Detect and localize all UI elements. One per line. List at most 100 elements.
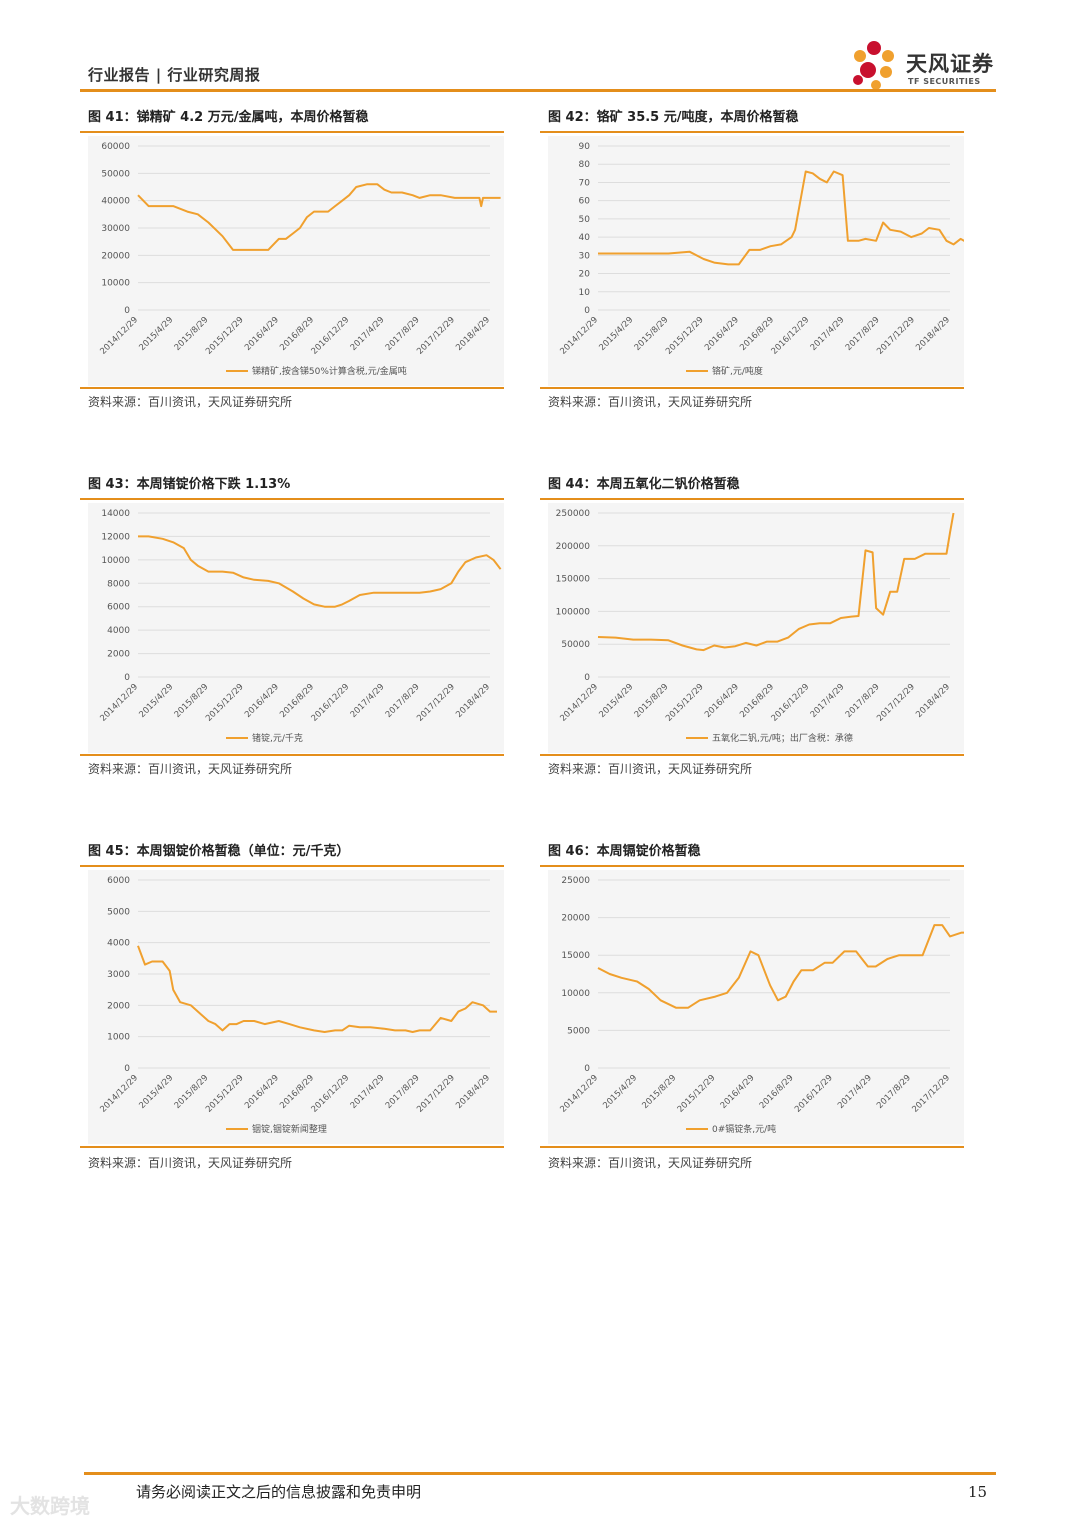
page-number: 15 [968,1483,988,1501]
title-rule [540,865,964,867]
chart-area: 0 2000 4000 6000 8000 10000 12000 14000 2014/12/… [88,503,504,753]
x-tick-label: 2017/8/29 [384,1073,422,1111]
x-tick-label: 2017/4/29 [349,315,387,353]
y-tick-label: 8000 [107,579,130,589]
chart-area: 0 50000 100000 150000 200000 250000 2014/12/29… [548,503,964,753]
x-tick-label: 2017/4/29 [809,682,847,720]
y-tick-label: 20000 [101,251,130,261]
y-tick-label: 10000 [561,989,590,999]
x-tick-label: 2017/4/29 [349,1073,387,1111]
y-tick-label: 30 [579,251,591,261]
series-line [597,924,964,1009]
y-tick-label: 15000 [561,951,590,961]
chart-area: 0 1000 2000 3000 4000 5000 6000 2014/12/29 2015/… [88,870,504,1144]
x-tick-label: 2017/8/29 [384,315,422,353]
x-tick-label: 2016/12/29 [310,315,352,357]
chart-area: 0 10000 20000 30000 40000 50000 60000 2014/12/2… [88,136,504,386]
legend-label: 0#镉锭条,元/吨 [712,1123,776,1135]
chart-42-svg: 01020304050607080902014/12/292015/4/2920… [558,142,964,377]
header-rule [80,89,996,92]
source-note: 资料来源：百川资讯，天风证券研究所 [548,1156,753,1170]
report-header-label: 行业报告 | 行业研究周报 [88,66,261,84]
x-tick-label: 2015/12/29 [204,315,246,357]
chart-41-svg: 0 10000 20000 30000 40000 50000 60000 2014/12/2… [98,142,501,377]
y-tick-label: 50 [579,215,591,225]
y-tick-label: 90 [579,142,591,152]
source-note: 资料来源：百川资讯，天风证券研究所 [548,762,753,776]
y-tick-label: 0 [124,1064,130,1074]
x-tick-label: 2017/12/29 [415,682,457,724]
x-tick-label: 2018/4/29 [454,315,492,353]
y-tick-label: 10 [579,288,591,298]
x-tick-label: 2016/4/29 [703,315,741,353]
bottom-rule [80,754,504,756]
source-note: 资料来源：百川资讯，天风证券研究所 [548,395,753,409]
y-tick-label: 10000 [101,279,130,289]
x-tick-label: 2018/4/29 [454,682,492,720]
title-rule [540,131,964,133]
y-tick-label: 14000 [101,509,130,519]
x-tick-label: 2016/8/29 [278,682,316,720]
series-line [598,170,964,266]
y-tick-label: 50000 [561,640,590,650]
x-tick-label: 2016/4/29 [243,1073,281,1111]
x-tick-label: 2016/8/29 [278,1073,316,1111]
legend-label: 锑精矿,按含锑50%计算含税,元/金属吨 [252,365,407,377]
x-tick-label: 2015/4/29 [597,315,635,353]
x-tick-label: 2014/12/29 [558,315,600,357]
chart-area: 0 5000 10000 15000 20000 25000 2014/12/29 2015/… [548,870,964,1144]
y-tick-label: 12000 [101,532,130,542]
y-tick-label: 4000 [107,626,130,636]
bottom-rule [540,754,964,756]
figure-title: 图 41：锑精矿 4.2 万元/金属吨，本周价格暂稳 [88,110,369,125]
x-tick-label: 2017/4/29 [836,1073,874,1111]
company-logo: 天风证券 TF SECURITIES [848,38,1008,92]
chart-area: 0 10 20 30 40 50 60 70 80 90 2014/12/29 2015/4/29 20… [548,136,964,386]
x-tick-label: 2018/4/29 [454,1073,492,1111]
x-tick-label: 2017/8/29 [844,315,882,353]
y-tick-label: 2000 [107,650,130,660]
title-rule [540,498,964,500]
legend-label: 锗锭,元/千克 [252,732,303,744]
x-tick-label: 2017/4/29 [809,315,847,353]
x-tick-label: 2016/12/29 [310,1073,352,1115]
x-tick-label: 2015/4/29 [597,682,635,720]
figure-title: 图 46：本周镉锭价格暂稳 [548,844,701,859]
x-tick-label: 2015/4/29 [601,1073,639,1111]
figure-title: 图 43：本周锗锭价格下跌 1.13% [88,477,291,492]
y-tick-label: 3000 [107,970,130,980]
series-line [137,945,497,1033]
legend-label: 铬矿,元/吨度 [712,365,763,377]
x-tick-label: 2017/4/29 [349,682,387,720]
x-tick-label: 2016/8/29 [758,1073,796,1111]
x-tick-label: 2017/12/29 [415,315,457,357]
x-tick-label: 2015/4/29 [137,1073,175,1111]
logo-flower-icon [853,41,894,90]
x-tick-label: 2014/12/29 [98,682,140,724]
bottom-rule [80,1146,504,1148]
bottom-rule [540,1146,964,1148]
series-line [137,183,501,251]
y-tick-label: 250000 [556,509,591,519]
y-tick-label: 0 [124,306,130,316]
x-tick-label: 2015/12/29 [664,682,706,724]
figure-title: 图 45：本周铟锭价格暂稳（单位：元/千克） [88,844,350,859]
x-tick-label: 2018/4/29 [914,682,952,720]
y-tick-label: 2000 [107,1001,130,1011]
y-tick-label: 0 [124,673,130,683]
x-tick-label: 2016/8/29 [738,315,776,353]
y-tick-label: 20 [579,270,591,280]
y-tick-label: 70 [579,178,591,188]
x-tick-label: 2016/4/29 [243,315,281,353]
x-tick-label: 2017/8/29 [875,1073,913,1111]
x-tick-label: 2015/12/29 [676,1073,718,1115]
x-tick-label: 2016/12/29 [770,315,812,357]
y-tick-label: 0 [584,306,590,316]
legend-label: 铟锭,铟锭新闻整理 [252,1123,327,1135]
y-tick-label: 0 [584,1064,590,1074]
x-tick-label: 2015/4/29 [137,682,175,720]
y-tick-label: 5000 [567,1026,590,1036]
y-tick-label: 6000 [107,876,130,886]
source-note: 资料来源：百川资讯，天风证券研究所 [88,1156,293,1170]
series-line [597,512,955,652]
